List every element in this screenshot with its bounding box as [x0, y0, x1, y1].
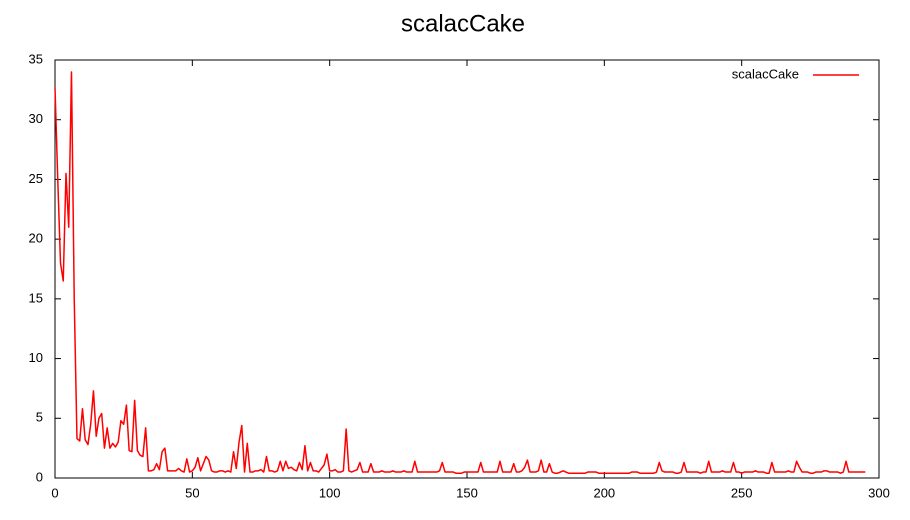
x-tick-label: 200: [593, 485, 615, 500]
y-tick-label: 5: [36, 410, 43, 425]
y-tick-label: 35: [29, 51, 43, 66]
x-tick-label: 250: [731, 485, 753, 500]
y-tick-label: 15: [29, 290, 43, 305]
y-tick-label: 0: [36, 469, 43, 484]
data-line: [54, 71, 866, 474]
x-tick-label: 50: [185, 485, 199, 500]
legend-label: scalacCake: [732, 66, 799, 81]
x-tick-label: 150: [456, 485, 478, 500]
y-tick-label: 30: [29, 111, 43, 126]
plot-frame: [54, 59, 880, 479]
chart-title: scalacCake: [401, 10, 525, 37]
x-tick-label: 0: [51, 485, 58, 500]
y-tick-label: 10: [29, 350, 43, 365]
x-tick-label: 100: [319, 485, 341, 500]
y-tick-label: 20: [29, 231, 43, 246]
y-tick-label: 25: [29, 171, 43, 186]
x-tick-label: 300: [868, 485, 890, 500]
